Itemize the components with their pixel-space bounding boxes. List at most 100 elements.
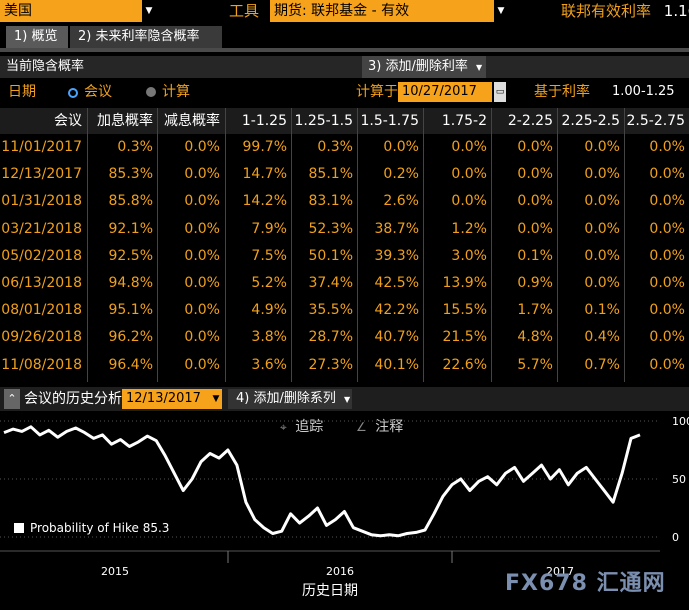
column-header[interactable]: 1.25-1.5 bbox=[294, 113, 354, 129]
probability-cell: 5.2% bbox=[251, 275, 287, 291]
column-header[interactable]: 2.25-2.5 bbox=[561, 113, 621, 129]
probability-cell: 37.4% bbox=[308, 275, 353, 291]
column-header[interactable]: 2-2.25 bbox=[507, 113, 553, 129]
probability-cell: 1.2% bbox=[451, 220, 487, 237]
probability-cell: 0.1% bbox=[517, 247, 553, 264]
radio-calc[interactable] bbox=[146, 87, 156, 97]
chevron-down-icon[interactable]: ▼ bbox=[142, 0, 156, 22]
probability-cell: 0.4% bbox=[584, 329, 620, 346]
futures-select[interactable]: 期货: 联邦基金 - 有效 bbox=[270, 0, 506, 22]
legend-label: Probability of Hike 85.3 bbox=[30, 521, 170, 535]
calc-date-input[interactable]: 10/27/2017 bbox=[398, 82, 492, 102]
date-label: 日期 bbox=[8, 84, 36, 100]
chevron-down-icon[interactable]: ▼ bbox=[494, 0, 508, 22]
probability-cell: 3.8% bbox=[251, 329, 287, 346]
probability-cell: 0.0% bbox=[517, 139, 553, 155]
probability-cell: 85.3% bbox=[108, 166, 153, 183]
probability-cell: 15.5% bbox=[442, 302, 487, 319]
table-header bbox=[0, 108, 689, 134]
probability-cell: 42.5% bbox=[374, 275, 419, 291]
probability-cell: 0.2% bbox=[383, 166, 419, 183]
column-header[interactable]: 1.75-2 bbox=[441, 113, 487, 129]
tool-label: 工具 bbox=[229, 2, 260, 20]
series-line bbox=[3, 425, 641, 538]
column-header[interactable]: 减息概率 bbox=[164, 113, 220, 129]
probability-cell: 83.1% bbox=[308, 193, 353, 210]
probability-cell: 85.1% bbox=[308, 166, 353, 183]
y-tick-label: 0 bbox=[672, 531, 679, 544]
probability-cell: 13.9% bbox=[442, 275, 487, 291]
radio-meeting[interactable] bbox=[68, 88, 78, 98]
probability-cell: 14.7% bbox=[242, 166, 287, 183]
column-divider bbox=[557, 108, 558, 382]
rate-value: 1.16 bbox=[663, 2, 689, 20]
probability-cell: 0.0% bbox=[184, 139, 220, 155]
probability-cell: 95.1% bbox=[108, 302, 153, 319]
probability-cell: 0.0% bbox=[451, 139, 487, 155]
probability-cell: 40.1% bbox=[374, 356, 419, 373]
probability-cell: 1.7% bbox=[517, 302, 553, 319]
probability-cell: 28.7% bbox=[308, 329, 353, 346]
base-rate-value: 1.00-1.25 bbox=[612, 84, 675, 99]
pencil-icon: ∠ bbox=[356, 420, 367, 434]
tab-overview[interactable]: 1) 概览 bbox=[6, 26, 68, 48]
history-date-input[interactable]: 12/13/2017 bbox=[122, 389, 222, 409]
probability-cell: 0.0% bbox=[517, 166, 553, 183]
probability-cell: 0.9% bbox=[517, 275, 553, 291]
collapse-icon[interactable]: ⌃ bbox=[4, 389, 20, 409]
column-header[interactable]: 2.5-2.75 bbox=[626, 113, 686, 129]
country-select[interactable]: 美国 bbox=[0, 0, 156, 22]
column-header[interactable]: 加息概率 bbox=[97, 113, 153, 129]
column-header[interactable]: 1-1.25 bbox=[241, 113, 287, 129]
probability-cell: 42.2% bbox=[374, 302, 419, 319]
probability-cell: 0.0% bbox=[451, 166, 487, 183]
probability-cell: 52.3% bbox=[308, 220, 353, 237]
x-axis-title: 历史日期 bbox=[302, 583, 358, 599]
probability-cell: 0.0% bbox=[584, 247, 620, 264]
probability-cell: 0.0% bbox=[649, 139, 685, 155]
calendar-icon[interactable]: ▭ bbox=[494, 82, 506, 102]
meeting-date-cell: 12/13/2017 bbox=[1, 166, 82, 183]
probability-cell: 0.0% bbox=[584, 166, 620, 183]
meeting-date-cell: 06/13/2018 bbox=[1, 275, 82, 291]
base-rate-label: 基于利率 bbox=[534, 84, 590, 100]
probability-cell: 0.0% bbox=[184, 193, 220, 210]
annotate-button[interactable]: ∠ 注释 bbox=[356, 416, 403, 438]
tab-divider bbox=[0, 48, 689, 52]
tab-implied-probability[interactable]: 2) 未来利率隐含概率 bbox=[70, 26, 222, 48]
track-button[interactable]: ⌖ 追踪 bbox=[280, 416, 323, 438]
history-title: 会议的历史分析 bbox=[24, 391, 122, 407]
meeting-date-cell: 11/08/2018 bbox=[1, 356, 82, 373]
probability-cell: 50.1% bbox=[308, 247, 353, 264]
column-header[interactable]: 会议 bbox=[54, 113, 82, 129]
add-rate-button[interactable]: 3) 添加/删除利率 ▼ bbox=[362, 56, 486, 78]
probability-cell: 0.7% bbox=[584, 356, 620, 373]
probability-cell: 0.0% bbox=[184, 329, 220, 346]
probability-cell: 99.7% bbox=[242, 139, 287, 155]
column-divider bbox=[624, 108, 625, 382]
probability-cell: 94.8% bbox=[108, 275, 153, 291]
column-divider bbox=[87, 108, 88, 382]
probability-cell: 0.0% bbox=[649, 302, 685, 319]
column-header[interactable]: 1.5-1.75 bbox=[360, 113, 420, 129]
probability-cell: 0.0% bbox=[649, 329, 685, 346]
probability-cell: 35.5% bbox=[308, 302, 353, 319]
section-title: 当前隐含概率 bbox=[6, 59, 85, 74]
probability-cell: 92.1% bbox=[108, 220, 153, 237]
probability-cell: 0.0% bbox=[584, 275, 620, 291]
probability-cell: 0.0% bbox=[184, 275, 220, 291]
add-rate-label: 3) 添加/删除利率 bbox=[368, 59, 468, 74]
probability-cell: 4.9% bbox=[251, 302, 287, 319]
probability-cell: 0.1% bbox=[584, 302, 620, 319]
meeting-date-cell: 09/26/2018 bbox=[1, 329, 82, 346]
probability-cell: 0.0% bbox=[584, 220, 620, 237]
meeting-date-cell: 11/01/2017 bbox=[1, 139, 82, 155]
probability-cell: 0.0% bbox=[584, 193, 620, 210]
add-series-button[interactable]: 4) 添加/删除系列 ▼ bbox=[228, 389, 352, 409]
probability-cell: 0.0% bbox=[383, 139, 419, 155]
probability-cell: 0.0% bbox=[184, 247, 220, 264]
probability-cell: 40.7% bbox=[374, 329, 419, 346]
meeting-date-cell: 03/21/2018 bbox=[1, 220, 82, 237]
chevron-down-icon[interactable]: ▼ bbox=[210, 389, 222, 409]
probability-cell: 0.3% bbox=[317, 139, 353, 155]
